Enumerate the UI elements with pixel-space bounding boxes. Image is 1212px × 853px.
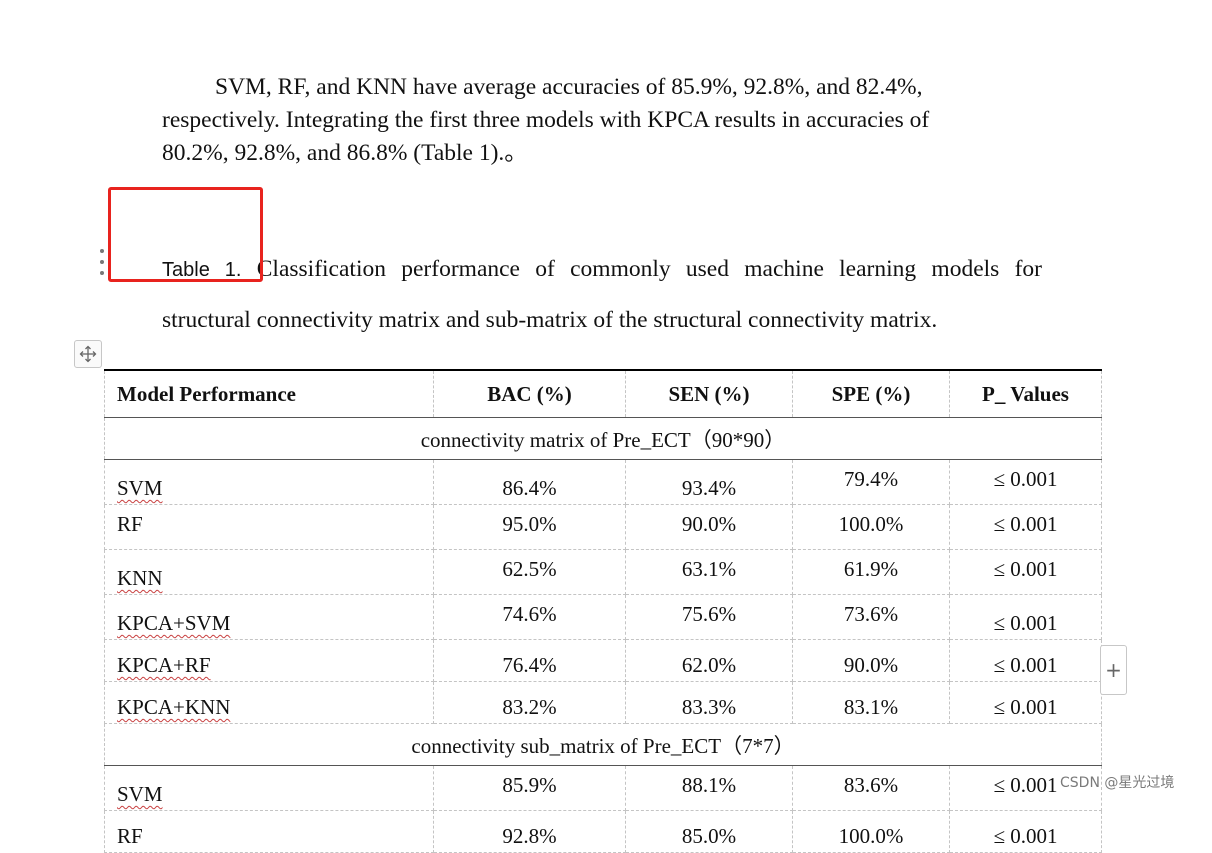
caption-label: Table 1. xyxy=(162,259,242,281)
group-row-sub-matrix: connectivity sub_matrix of Pre_ECT（7*7） xyxy=(104,723,1102,766)
table-row: KNN 62.5% 63.1% 61.9% ≤ 0.001 xyxy=(104,549,1102,595)
sen-cell: 93.4% xyxy=(625,459,793,505)
table-row: RF 92.8% 85.0% 100.0% ≤ 0.001 xyxy=(104,810,1102,853)
model-cell: SVM xyxy=(104,765,434,811)
spe-cell: 83.1% xyxy=(792,681,950,724)
drag-handle-icon[interactable] xyxy=(98,249,106,275)
watermark: CSDN @星光过境 xyxy=(1060,775,1175,791)
p-value-cell: ≤ 0.001 xyxy=(949,594,1102,640)
header-spe: SPE (%) xyxy=(792,369,950,418)
p-value-cell: ≤ 0.001 xyxy=(949,681,1102,724)
spe-cell: 79.4% xyxy=(792,459,950,505)
model-cell: SVM xyxy=(104,459,434,505)
bac-cell: 86.4% xyxy=(433,459,626,505)
bac-cell: 76.4% xyxy=(433,639,626,682)
table-row: KPCA+RF 76.4% 62.0% 90.0% ≤ 0.001 xyxy=(104,639,1102,682)
performance-table: Model Performance BAC (%) SEN (%) SPE (%… xyxy=(104,369,1102,853)
bac-cell: 85.9% xyxy=(433,765,626,811)
red-highlight-box xyxy=(108,187,263,282)
paragraph-line-1: SVM, RF, and KNN have average accuracies… xyxy=(215,74,923,100)
table-row: SVM 85.9% 88.1% 83.6% ≤ 0.001 xyxy=(104,765,1102,811)
model-cell: KNN xyxy=(104,549,434,595)
sen-cell: 62.0% xyxy=(625,639,793,682)
model-cell: KPCA+RF xyxy=(104,639,434,682)
add-column-icon[interactable]: + xyxy=(1100,645,1127,695)
bac-cell: 95.0% xyxy=(433,504,626,550)
sen-cell: 83.3% xyxy=(625,681,793,724)
p-value-cell: ≤ 0.001 xyxy=(949,549,1102,595)
header-model: Model Performance xyxy=(104,369,434,418)
bac-cell: 92.8% xyxy=(433,810,626,853)
model-cell: RF xyxy=(104,504,434,550)
table-move-icon[interactable] xyxy=(74,340,102,368)
bac-cell: 74.6% xyxy=(433,594,626,640)
bac-cell: 62.5% xyxy=(433,549,626,595)
group-title: connectivity sub_matrix of Pre_ECT（7*7） xyxy=(104,723,1102,766)
spe-cell: 100.0% xyxy=(792,504,950,550)
p-value-cell: ≤ 0.001 xyxy=(949,504,1102,550)
group-row-matrix: connectivity matrix of Pre_ECT（90*90） xyxy=(104,417,1102,460)
sen-cell: 63.1% xyxy=(625,549,793,595)
model-cell: KPCA+KNN xyxy=(104,681,434,724)
table-header-row: Model Performance BAC (%) SEN (%) SPE (%… xyxy=(104,369,1102,418)
model-cell: RF xyxy=(104,810,434,853)
body-paragraph: SVM, RF, and KNN have average accuracies… xyxy=(162,71,1042,170)
header-bac: BAC (%) xyxy=(433,369,626,418)
header-p-values: P_ Values xyxy=(949,369,1102,418)
group-title: connectivity matrix of Pre_ECT（90*90） xyxy=(104,417,1102,460)
sen-cell: 85.0% xyxy=(625,810,793,853)
table-row: KPCA+KNN 83.2% 83.3% 83.1% ≤ 0.001 xyxy=(104,681,1102,724)
spe-cell: 83.6% xyxy=(792,765,950,811)
spe-cell: 73.6% xyxy=(792,594,950,640)
table-caption: Table 1. Classification performance of c… xyxy=(162,244,1042,345)
header-sen: SEN (%) xyxy=(625,369,793,418)
p-value-cell: ≤ 0.001 xyxy=(949,810,1102,853)
bac-cell: 83.2% xyxy=(433,681,626,724)
model-cell: KPCA+SVM xyxy=(104,594,434,640)
paragraph-line-2: respectively. Integrating the first thre… xyxy=(162,107,930,133)
sen-cell: 90.0% xyxy=(625,504,793,550)
table-row: KPCA+SVM 74.6% 75.6% 73.6% ≤ 0.001 xyxy=(104,594,1102,640)
p-value-cell: ≤ 0.001 xyxy=(949,639,1102,682)
sen-cell: 88.1% xyxy=(625,765,793,811)
p-value-cell: ≤ 0.001 xyxy=(949,459,1102,505)
caption-text: Classification performance of commonly u… xyxy=(162,256,1042,333)
spe-cell: 90.0% xyxy=(792,639,950,682)
spe-cell: 100.0% xyxy=(792,810,950,853)
paragraph-line-3: 80.2%, 92.8%, and 86.8% (Table 1).。 xyxy=(162,140,528,166)
table-row: SVM 86.4% 93.4% 79.4% ≤ 0.001 xyxy=(104,459,1102,505)
spe-cell: 61.9% xyxy=(792,549,950,595)
table-row: RF 95.0% 90.0% 100.0% ≤ 0.001 xyxy=(104,504,1102,550)
sen-cell: 75.6% xyxy=(625,594,793,640)
